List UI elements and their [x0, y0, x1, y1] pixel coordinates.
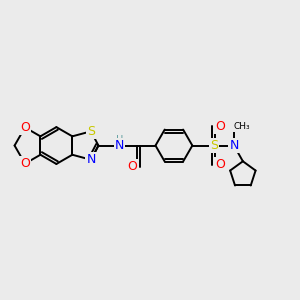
Text: O: O [20, 157, 30, 170]
Text: H: H [116, 135, 123, 145]
Text: N: N [229, 139, 239, 152]
Text: S: S [210, 139, 218, 152]
Text: O: O [215, 120, 225, 133]
Text: S: S [87, 125, 95, 138]
Text: N: N [115, 139, 124, 152]
Text: O: O [127, 160, 137, 173]
Text: N: N [86, 153, 96, 166]
Text: O: O [215, 158, 225, 171]
Text: CH₃: CH₃ [234, 122, 250, 131]
Text: O: O [20, 121, 30, 134]
